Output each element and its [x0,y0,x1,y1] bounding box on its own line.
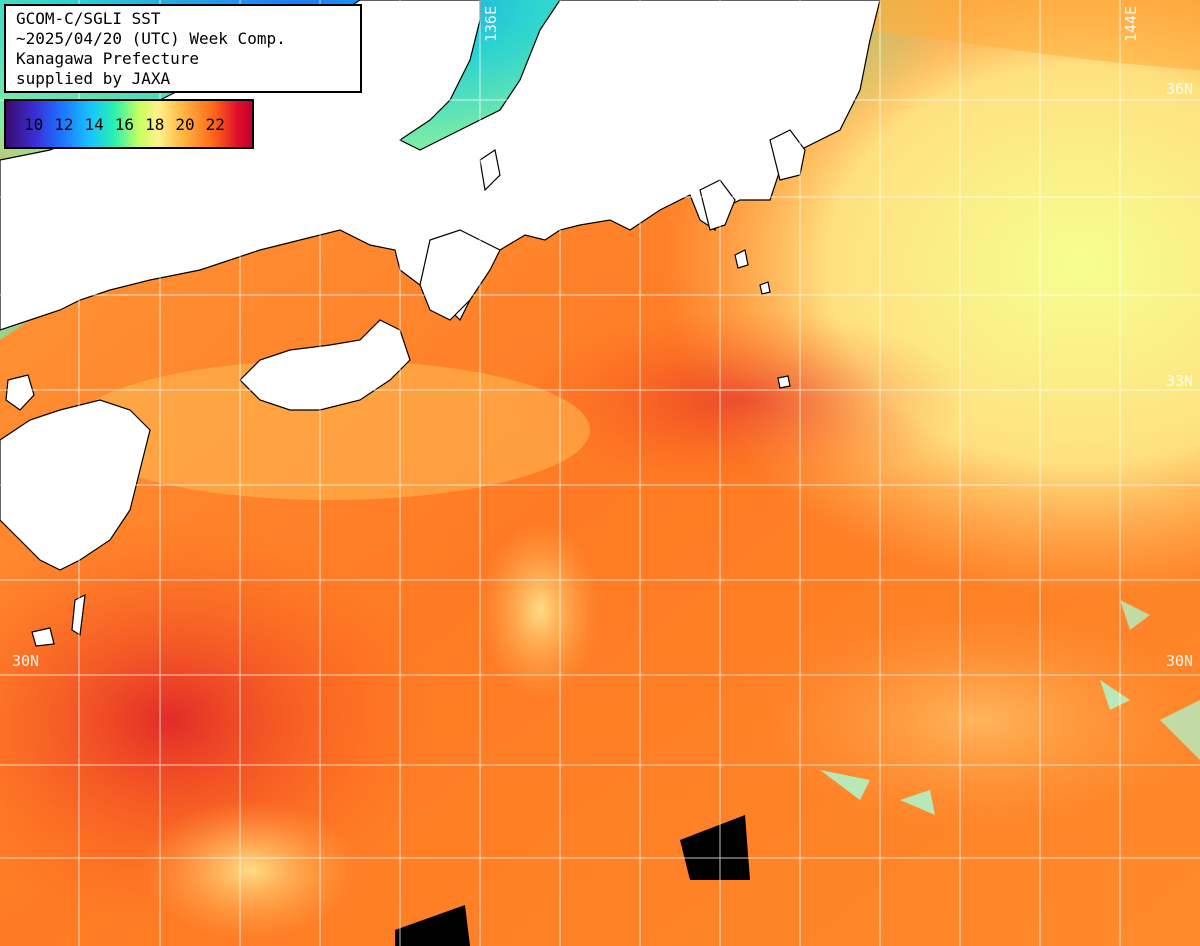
island-awaji [479,149,501,192]
title-product: GCOM-C/SGLI SST [16,9,161,28]
title-region: Kanagawa Prefecture [16,49,200,68]
shikoku-island [239,319,411,411]
legend-tick: 12 [54,115,74,134]
legend-tick: 16 [114,115,135,134]
island-small-2 [759,281,771,295]
island-yakushima [31,627,55,647]
izu-peninsula [699,179,736,231]
lat-label-30n-left: 30N [12,652,40,670]
title-box: GCOM-C/SGLI SST ~2025/04/20 (UTC) Week C… [4,4,362,93]
lon-label-136e: 136E [482,6,500,43]
legend-tick-labels: 10 12 14 16 18 20 22 [24,115,225,134]
island-small-1 [734,249,749,269]
color-scale-legend: 10 12 14 16 18 20 22 [4,99,254,149]
legend-tick: 14 [84,115,104,134]
legend-tick: 18 [145,115,165,134]
boso-peninsula [769,129,806,181]
lat-label-33n: 33N [1166,372,1194,390]
lat-label-30n-right: 30N [1166,652,1194,670]
lon-label-144e: 144E [1122,6,1140,43]
legend-tick: 22 [205,115,225,134]
title-credit: supplied by JAXA [16,69,171,88]
lat-label-36n: 36N [1166,80,1194,98]
island-small-3 [777,375,791,389]
title-date: ~2025/04/20 (UTC) Week Comp. [16,29,286,48]
legend-tick: 10 [24,115,44,134]
legend-tick: 20 [175,115,195,134]
island-goto [5,374,35,411]
